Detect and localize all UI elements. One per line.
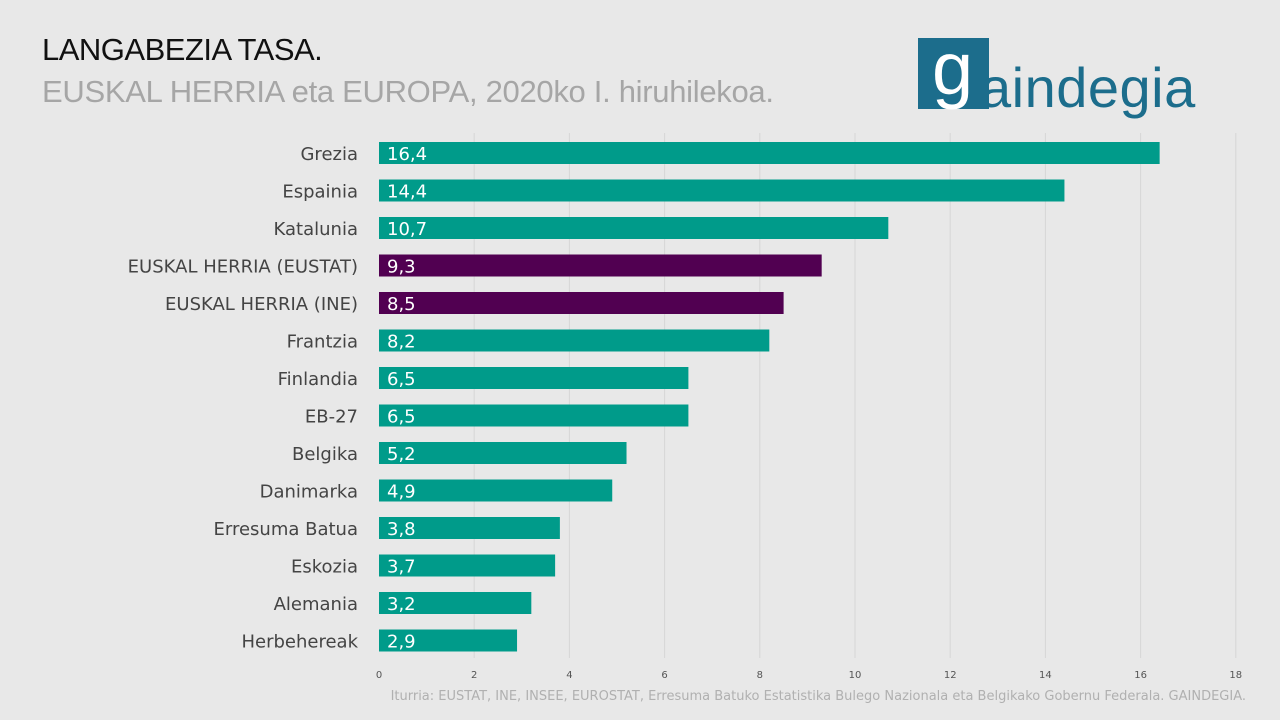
category-label: Finlandia: [278, 369, 358, 390]
x-tick-label: 12: [944, 670, 957, 681]
value-label: 5,2: [387, 444, 416, 465]
x-tick-label: 14: [1039, 670, 1052, 681]
bar: [379, 142, 1160, 164]
x-tick-label: 18: [1229, 670, 1242, 681]
value-label: 6,5: [387, 369, 416, 390]
bar: [379, 217, 889, 239]
value-label: 9,3: [387, 257, 416, 278]
bar: [379, 292, 784, 314]
bar: [379, 629, 518, 652]
bar: [379, 442, 627, 464]
category-label: Eskozia: [291, 557, 358, 578]
logo-g-glyph: g: [932, 27, 974, 110]
x-tick-label: 10: [849, 670, 862, 681]
value-label: 8,2: [387, 332, 416, 353]
logo-box: [918, 38, 989, 109]
bar: [379, 554, 556, 577]
bar: [379, 479, 613, 502]
x-tick-label: 16: [1134, 670, 1147, 681]
category-label: Grezia: [300, 144, 358, 165]
category-label: Danimarka: [260, 482, 358, 503]
value-label: 2,9: [387, 632, 416, 653]
x-tick-label: 0: [376, 670, 382, 681]
value-label: 14,4: [387, 182, 427, 203]
bar: [379, 367, 689, 389]
bar: [379, 592, 532, 614]
value-label: 10,7: [387, 219, 427, 240]
bar: [379, 517, 560, 539]
category-label: Espainia: [282, 182, 358, 203]
value-label: 3,2: [387, 594, 416, 615]
category-label: Erresuma Batua: [214, 519, 358, 540]
value-label: 8,5: [387, 294, 416, 315]
logo-wordmark: aindegia: [980, 56, 1196, 119]
x-tick-label: 4: [566, 670, 572, 681]
bar: [379, 254, 822, 277]
category-label: EB-27: [305, 407, 358, 428]
category-label: Belgika: [292, 444, 358, 465]
bar: [379, 179, 1065, 202]
value-label: 16,4: [387, 144, 427, 165]
chart-subtitle: EUSKAL HERRIA eta EUROPA, 2020ko I. hiru…: [42, 74, 774, 109]
x-tick-label: 2: [471, 670, 477, 681]
category-label: Herbehereak: [241, 632, 358, 653]
value-label: 6,5: [387, 407, 416, 428]
category-label: Katalunia: [274, 219, 358, 240]
chart-title: LANGABEZIA TASA.: [42, 32, 323, 67]
value-label: 3,7: [387, 557, 416, 578]
x-tick-label: 6: [661, 670, 667, 681]
bar: [379, 329, 770, 352]
gaindegia-logo: g aindegia: [918, 32, 1230, 126]
category-label: Alemania: [274, 594, 358, 615]
source-note: Iturria: EUSTAT, INE, INSEE, EUROSTAT, E…: [390, 689, 1246, 704]
value-label: 4,9: [387, 482, 416, 503]
category-label: EUSKAL HERRIA (EUSTAT): [128, 257, 358, 278]
category-label: Frantzia: [287, 332, 358, 353]
x-tick-label: 8: [757, 670, 763, 681]
bar: [379, 404, 689, 427]
value-label: 3,8: [387, 519, 416, 540]
category-label: EUSKAL HERRIA (INE): [165, 294, 358, 315]
